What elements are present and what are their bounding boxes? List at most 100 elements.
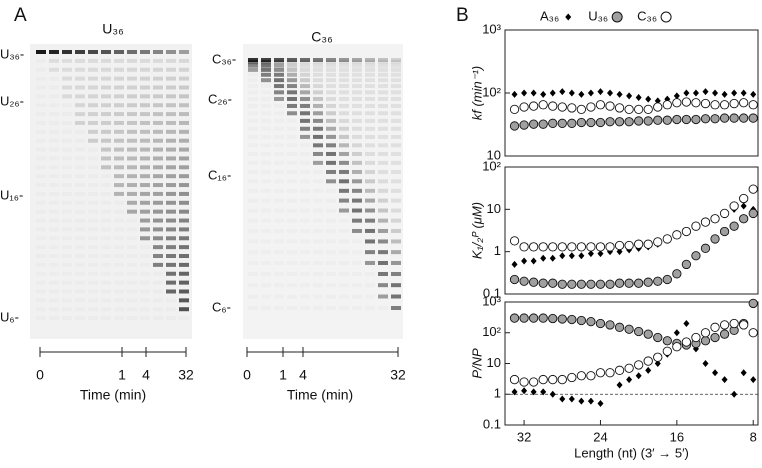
gel-band [391, 96, 401, 101]
gel-band [114, 147, 124, 152]
gel-band [127, 272, 137, 276]
gel-band [391, 218, 401, 223]
gel-band [62, 94, 72, 99]
point [614, 322, 625, 332]
x-tick-label: 32 [517, 429, 531, 444]
gel-band [62, 298, 72, 302]
point [692, 89, 699, 97]
gel-band [127, 289, 137, 293]
point [597, 400, 604, 408]
gel-band [36, 289, 46, 293]
gel-band [339, 208, 349, 213]
gel-band [179, 58, 189, 63]
x-tick-label: 16 [670, 429, 684, 444]
gel-band [339, 72, 349, 77]
panel-label: A [14, 5, 27, 26]
gel-band [62, 103, 72, 107]
point [521, 89, 528, 97]
gel-band [179, 76, 189, 81]
point [729, 318, 739, 329]
point [672, 342, 682, 352]
gel-band [101, 281, 111, 285]
gel [243, 44, 403, 339]
gel-band [313, 143, 323, 148]
gel-band [153, 289, 163, 293]
gel-band [153, 236, 163, 241]
gel-band [313, 72, 323, 77]
gel-band [274, 209, 284, 213]
gel-band [313, 250, 323, 254]
gel-band [49, 112, 59, 116]
y-axis-title: P/NP [469, 348, 484, 379]
point [702, 360, 709, 367]
point [712, 89, 719, 97]
gel-band [300, 170, 310, 174]
point [578, 252, 585, 260]
gel-band [261, 170, 271, 174]
gel-band [88, 254, 98, 258]
gel-band [140, 227, 150, 232]
y-tick-label: 10² [482, 324, 501, 339]
point [643, 104, 653, 115]
gel-band [88, 289, 98, 293]
gel-band [179, 289, 189, 294]
gel-band [153, 191, 163, 196]
gel-band [287, 250, 297, 254]
gel-band [274, 170, 284, 174]
gel-band [352, 134, 362, 139]
gel-band [127, 209, 137, 214]
point [700, 114, 711, 124]
gel-band [352, 84, 362, 89]
point [519, 242, 529, 252]
gel-band [140, 94, 150, 99]
gel-band [287, 161, 297, 165]
gel-band [114, 254, 124, 258]
gel-band [101, 112, 111, 117]
point [748, 298, 758, 309]
gel-band [88, 298, 98, 302]
gel-band [274, 78, 284, 83]
point [634, 116, 644, 126]
gel-band [274, 199, 284, 203]
gel-band [378, 228, 388, 233]
gel-band [179, 85, 189, 90]
gel-band [287, 170, 297, 174]
gel-band [274, 119, 284, 123]
gel-band [36, 219, 46, 223]
gel-band [378, 103, 388, 108]
gel-band [261, 78, 271, 83]
gel-band [140, 200, 150, 205]
gel-band [62, 58, 72, 63]
gel-band [378, 218, 388, 223]
gel-band [166, 156, 176, 161]
gel-band [287, 103, 297, 108]
gel-band [88, 148, 98, 152]
gel-band [300, 179, 310, 183]
gel-band [166, 147, 176, 152]
y-tick-label: 1 [494, 386, 501, 401]
gel-band [326, 72, 336, 77]
gel-band [300, 58, 310, 62]
gel-band [49, 307, 59, 311]
gel-band [140, 272, 150, 276]
gel-band [75, 165, 85, 169]
gel-band [248, 272, 258, 276]
gel-band [274, 135, 284, 139]
gel-band [114, 67, 124, 72]
point [614, 117, 625, 127]
gel-band [36, 85, 46, 89]
gel-band [313, 111, 323, 116]
gel-band [313, 78, 323, 83]
gel-band [274, 229, 284, 233]
gel-band [248, 84, 258, 88]
gel-band [300, 250, 310, 254]
gel-band [49, 139, 59, 143]
gel-band [248, 127, 258, 131]
gel-band [391, 260, 401, 265]
gel-band [88, 129, 98, 134]
gel-band [287, 261, 297, 265]
gel-band [287, 135, 297, 139]
gel-band [88, 210, 98, 214]
gel-band [391, 84, 401, 89]
gel-band [326, 209, 336, 213]
